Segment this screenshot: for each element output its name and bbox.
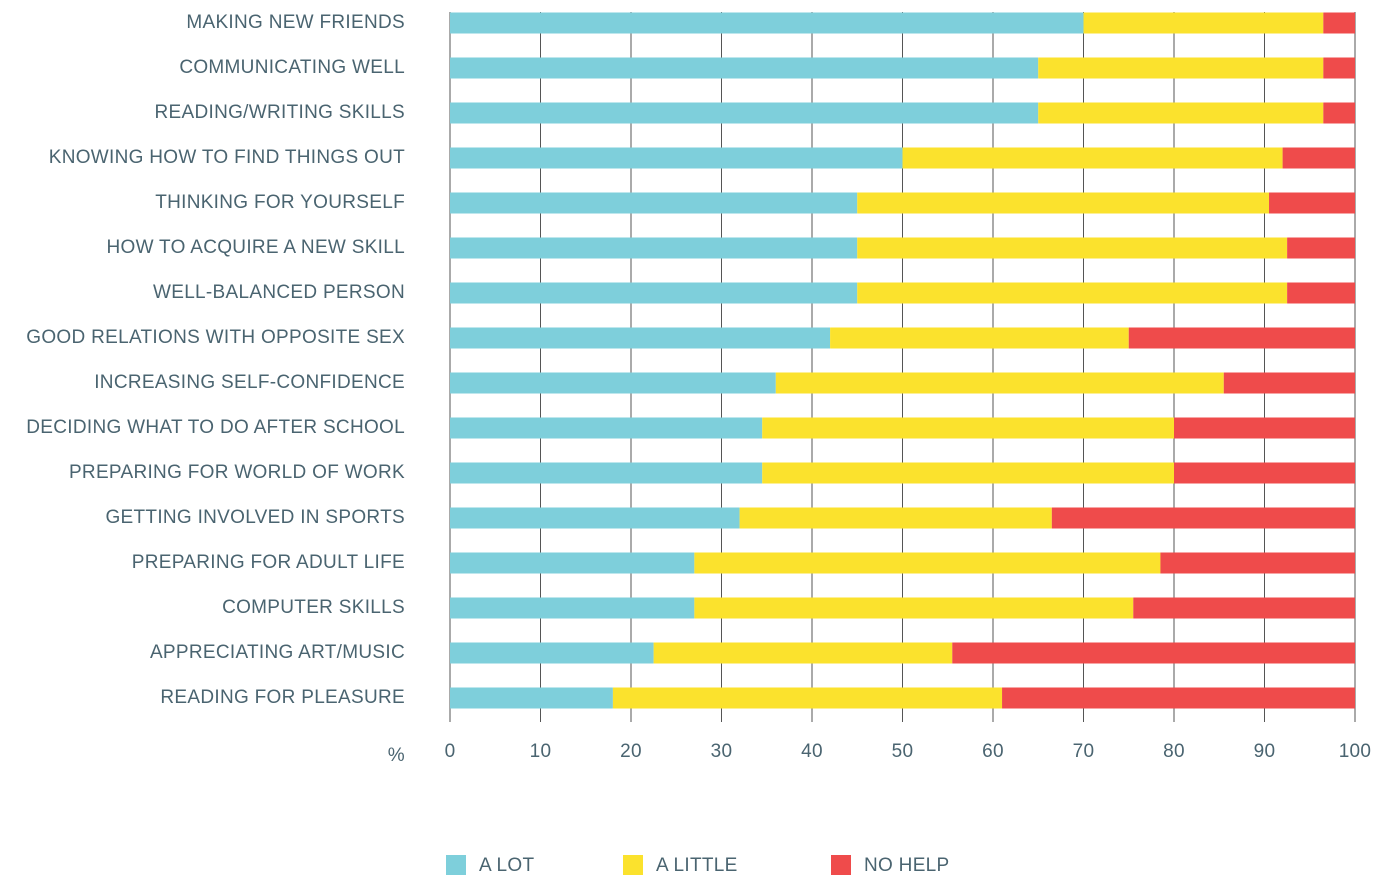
y-tick-label: PREPARING FOR ADULT LIFE [132,552,405,573]
bar-segment [450,327,831,349]
bar-segment [1282,147,1355,169]
bar-segment [450,192,858,214]
legend-label: A LITTLE [656,855,738,876]
bar-segment [450,372,776,394]
y-tick-label: INCREASING SELF-CONFIDENCE [94,372,405,393]
bar-segment [1160,552,1355,574]
bar-segment [450,237,858,259]
bar-segment [450,102,1039,124]
bar-segment [1269,192,1355,214]
x-tick-label: 60 [982,741,1004,762]
bar-segment [1083,12,1324,34]
bar-segment [739,507,1052,529]
bar-segment [952,642,1355,664]
bar-segment [1287,282,1355,304]
x-tick-label: 90 [1254,741,1276,762]
x-tick-label: 40 [801,741,823,762]
x-tick-label: 0 [445,741,456,762]
bar-segment [857,192,1270,214]
bar-segment [450,507,740,529]
y-tick-label: DECIDING WHAT TO DO AFTER SCHOOL [26,417,405,438]
x-tick-label: 20 [620,741,642,762]
bar-segment [1051,507,1355,529]
bar-segment [450,12,1084,34]
x-tick-label: 80 [1163,741,1185,762]
bar-segment [902,147,1283,169]
bar-segment [1174,462,1355,484]
x-tick-label: 10 [530,741,552,762]
bar-segment [450,417,763,439]
y-tick-label: GETTING INVOLVED IN SPORTS [105,507,405,528]
y-tick-label: HOW TO ACQUIRE A NEW SKILL [106,237,405,258]
bar-segment [1133,597,1355,619]
y-tick-label: PREPARING FOR WORLD OF WORK [69,462,405,483]
bar-segment [775,372,1224,394]
x-tick-label: 50 [892,741,914,762]
y-tick-label: THINKING FOR YOURSELF [155,192,405,213]
bar-segment [1323,57,1355,79]
bar-segment [450,642,654,664]
y-tick-label: MAKING NEW FRIENDS [186,12,405,33]
legend-swatch [831,855,851,875]
y-tick-label: COMMUNICATING WELL [179,57,405,78]
bar-segment [1002,687,1355,709]
y-tick-label: APPRECIATING ART/MUSIC [150,642,405,663]
bar-segment [1287,237,1355,259]
y-tick-label: WELL-BALANCED PERSON [153,282,405,303]
x-axis-label: % [388,745,405,766]
bar-segment [1038,102,1324,124]
bar-segment [1128,327,1355,349]
bar-segment [857,282,1288,304]
x-tick-label: 70 [1073,741,1095,762]
y-tick-label: KNOWING HOW TO FIND THINGS OUT [49,147,405,168]
y-tick-label: COMPUTER SKILLS [222,597,405,618]
bar-segment [450,552,695,574]
bar-segment [694,597,1134,619]
y-tick-label: GOOD RELATIONS WITH OPPOSITE SEX [26,327,405,348]
bar-segment [450,147,903,169]
bar-segment [1323,102,1355,124]
x-tick-label: 100 [1339,741,1372,762]
legend-swatch [446,855,466,875]
bar-segment [450,462,763,484]
legend-swatch [623,855,643,875]
bar-segment [450,282,858,304]
legend-label: A LOT [479,855,534,876]
bar-segment [762,417,1174,439]
bar-segment [1174,417,1355,439]
bar-segment [830,327,1129,349]
x-tick-label: 30 [711,741,733,762]
bar-segment [694,552,1161,574]
legend-label: NO HELP [864,855,950,876]
bar-segment [1323,12,1355,34]
bar-segment [450,597,695,619]
bar-segment [762,462,1174,484]
bar-segment [450,687,613,709]
bar-segment [450,57,1039,79]
bar-segment [612,687,1003,709]
bar-segment [857,237,1288,259]
bar-segment [1038,57,1324,79]
bar-segment [1223,372,1355,394]
y-tick-label: READING/WRITING SKILLS [155,102,405,123]
bar-segment [653,642,953,664]
y-tick-label: READING FOR PLEASURE [160,687,405,708]
